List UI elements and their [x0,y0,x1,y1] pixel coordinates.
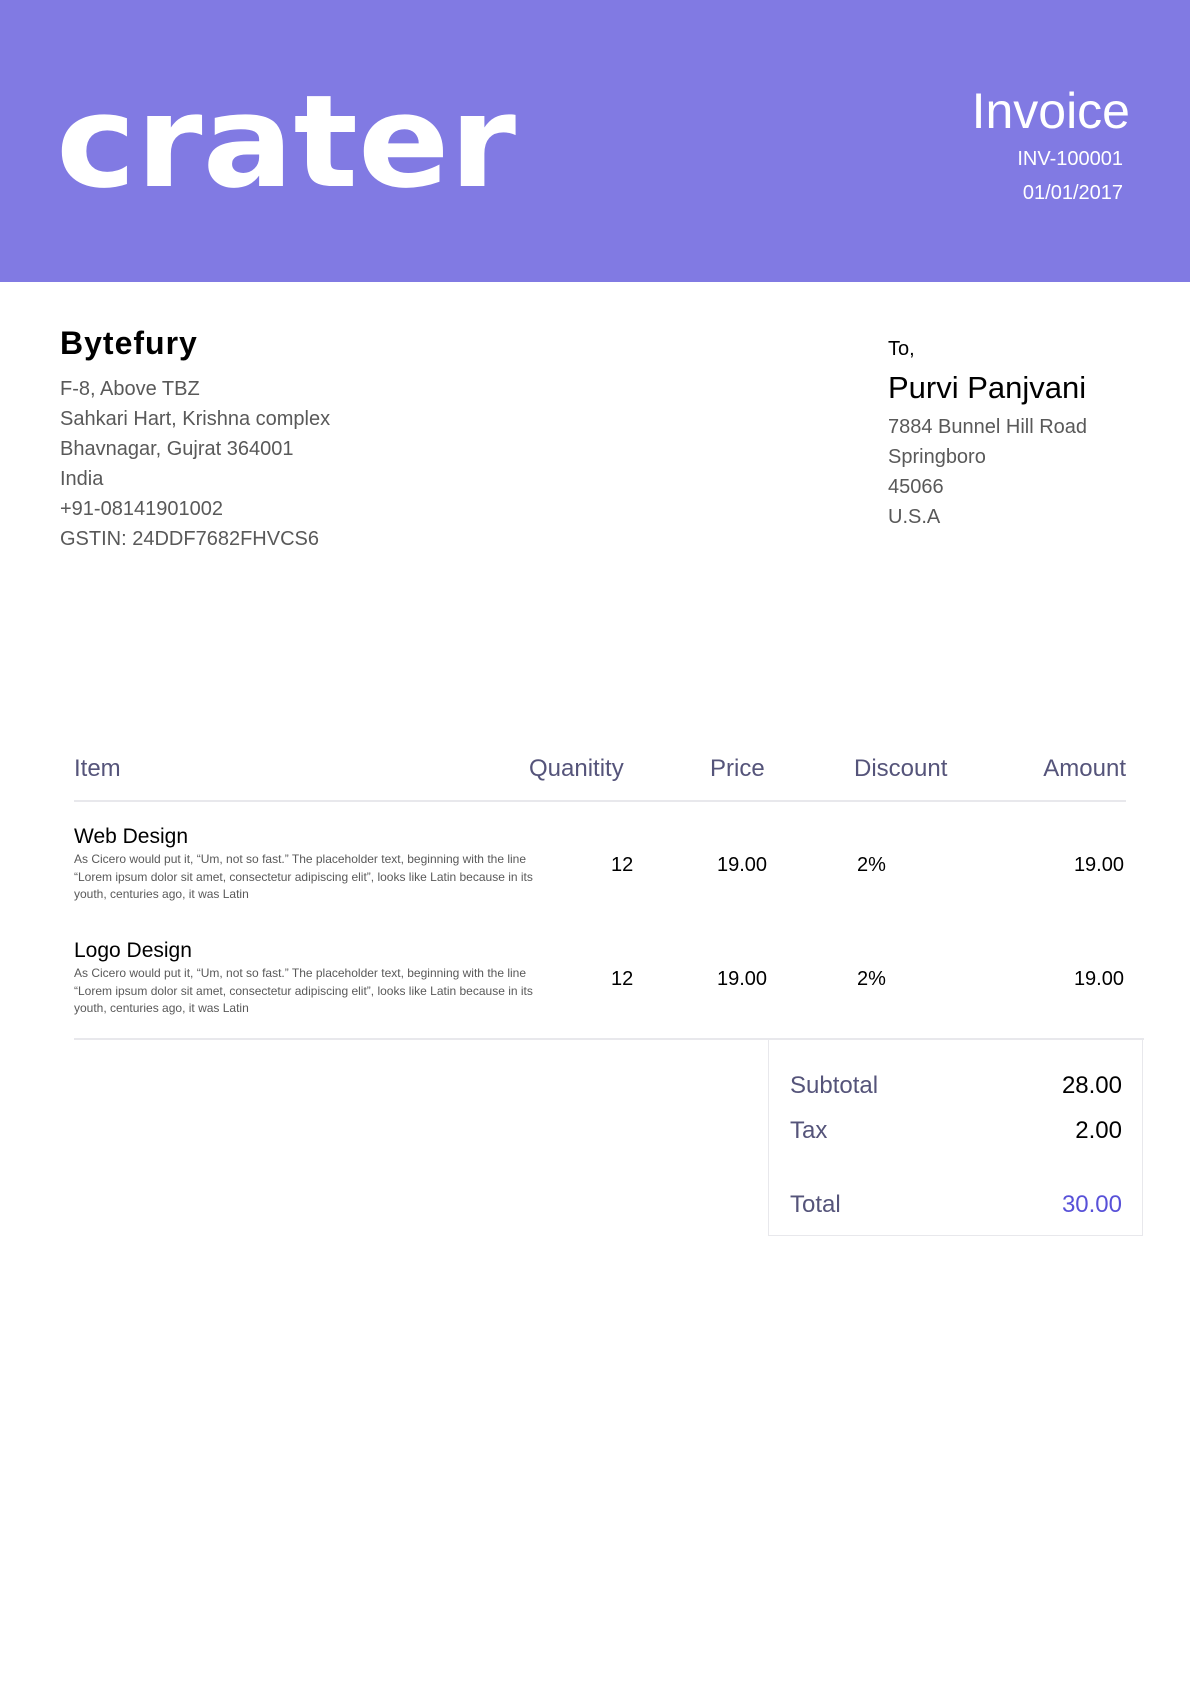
table-bottom-divider [74,1038,1144,1040]
item-price: 19.00 [717,968,768,990]
billing-name: Purvi Panjvani [888,370,1087,405]
company-address-line: Sahkari Hart, Krishna complex [60,408,331,430]
billing-address-line: U.S.A [888,506,941,528]
invoice-header: crater Invoice INV-100001 01/01/2017 [0,0,1190,282]
company-address-line: India [60,468,104,490]
billing-address-line: 7884 Bunnel Hill Road [888,416,1088,438]
invoice-number: INV-100001 [1017,148,1123,170]
company-phone: +91-08141901002 [60,498,223,520]
item-description: As Cicero would put it, “Um, not so fast… [74,852,533,901]
total-label: Total [790,1191,841,1218]
company-address-line: F-8, Above TBZ [60,378,200,400]
svg-text:crater: crater [56,82,516,197]
column-header-amount: Amount [1043,755,1126,782]
item-amount: 19.00 [1073,968,1124,990]
billing-address-line: Springboro [888,446,986,468]
total-value: 30.00 [1061,1191,1122,1218]
crater-logo: crater [56,82,516,197]
item-discount: 2% [857,968,886,990]
billing-label: To, [888,338,915,360]
item-quantity: 12 [611,854,634,876]
item-price: 19.00 [717,854,768,876]
billing-address-line: 45066 [888,476,944,498]
header-divider [74,800,1126,802]
subtotal-label: Subtotal [790,1072,879,1099]
column-header-item: Item [74,755,121,782]
totals-box [768,1039,1143,1236]
subtotal-value: 28.00 [1061,1072,1122,1099]
invoice-date: 01/01/2017 [1022,182,1123,204]
company-gstin: GSTIN: 24DDF7682FHVCS6 [60,528,319,550]
item-description: As Cicero would put it, “Um, not so fast… [74,966,533,1015]
item-name: Logo Design [74,939,192,962]
company-name: Bytefury [60,325,198,361]
tax-label: Tax [790,1117,828,1144]
item-name: Web Design [74,825,189,848]
tax-value: 2.00 [1075,1117,1122,1144]
column-header-discount: Discount [854,755,948,782]
item-discount: 2% [857,854,886,876]
invoice-title: Invoice [971,83,1130,139]
column-header-quantity: Quanitity [529,755,624,782]
column-header-price: Price [710,755,765,782]
item-quantity: 12 [611,968,634,990]
company-address-line: Bhavnagar, Gujrat 364001 [60,438,294,460]
item-amount: 19.00 [1073,854,1124,876]
